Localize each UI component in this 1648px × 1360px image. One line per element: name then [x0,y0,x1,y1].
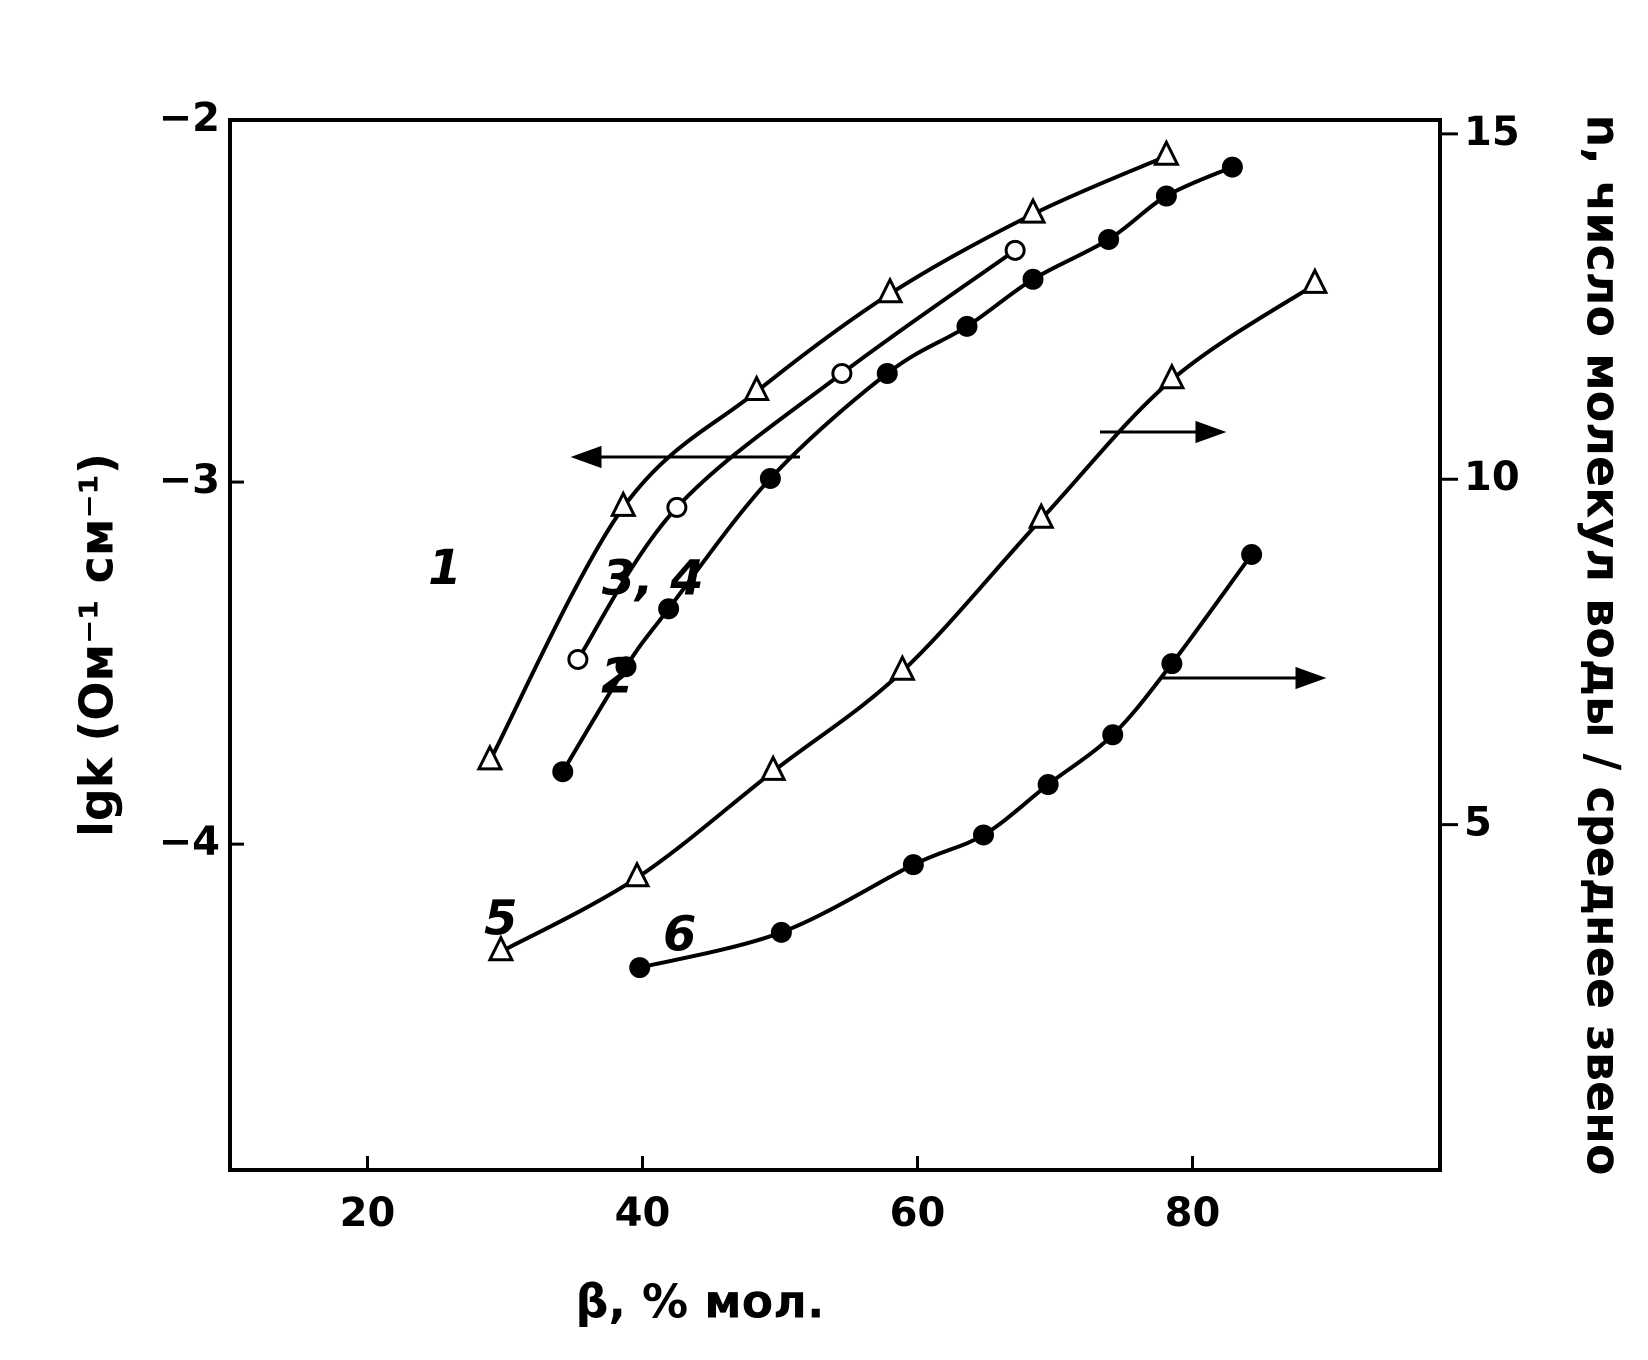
curve [639,553,1254,970]
marker [623,860,651,888]
marker [1158,362,1186,390]
marker [876,276,904,304]
y-tick-label: −4 [159,819,220,865]
curve-label: 1 [428,540,461,596]
curve-label: 6 [663,907,696,963]
y-tick-label: −3 [159,457,220,503]
y-axis-title: lgk (Ом⁻¹ см⁻¹) [70,453,124,837]
marker [1037,774,1059,796]
marker [1004,239,1026,261]
marker [1027,501,1055,529]
marker [615,656,637,678]
marker [759,754,787,781]
arrow-head [1195,420,1227,444]
plot-frame [228,118,1442,1172]
marker [759,467,781,489]
x-tick-label: 40 [615,1190,671,1236]
marker [487,934,515,962]
curve-label: 5 [484,891,517,947]
marker [609,490,637,517]
curve [561,165,1234,773]
marker [888,653,916,681]
marker [770,921,792,943]
marker [658,598,680,620]
marker [1019,196,1047,224]
marker [476,743,504,771]
marker [1152,138,1180,166]
marker [552,761,574,783]
marker [1241,544,1263,566]
marker [1022,268,1044,290]
marker [1161,653,1183,675]
y2-tick-label: 5 [1464,800,1492,846]
marker [1102,724,1124,746]
marker [1098,228,1120,250]
marker [876,362,898,384]
curve [576,248,1017,661]
marker [743,374,771,402]
marker [902,854,924,876]
marker [666,496,688,518]
x-tick-label: 20 [340,1190,396,1236]
marker [629,957,651,979]
marker [956,315,978,337]
marker [973,824,994,846]
y2-tick-label: 10 [1464,454,1520,500]
marker [831,362,853,384]
marker [1155,185,1177,207]
marker [1221,156,1243,178]
curve [488,154,1168,762]
x-tick-label: 60 [890,1190,946,1236]
y-tick-label: −2 [159,95,220,141]
arrow-head [570,445,602,469]
x-axis-title: β, % мол. [576,1275,825,1329]
curve-label: 3, 4 [602,551,704,607]
marker [567,648,589,670]
y2-tick-label: 15 [1464,109,1520,155]
y2-axis-title: n, число молекул воды / среднее звено [1577,114,1631,1175]
marker [1301,267,1329,294]
x-tick-label: 80 [1165,1190,1221,1236]
curve [499,282,1316,954]
arrow-head [1295,666,1327,690]
